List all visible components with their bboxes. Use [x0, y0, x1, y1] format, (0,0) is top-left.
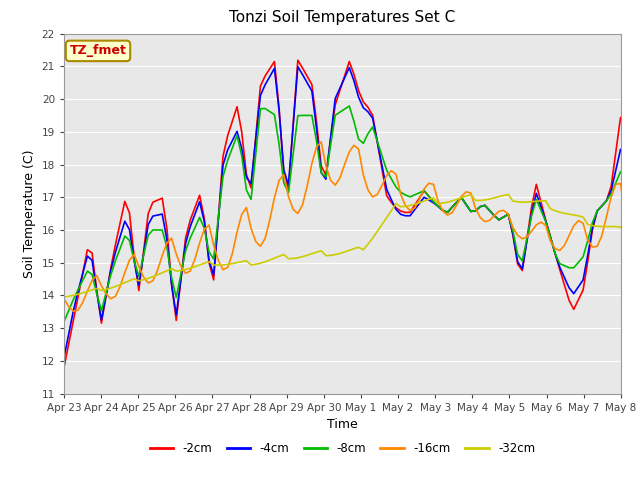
- -2cm: [630, 112, 638, 118]
- -4cm: [308, 88, 316, 94]
- -4cm: [294, 64, 301, 70]
- -4cm: [60, 355, 68, 360]
- -4cm: [374, 139, 381, 145]
- Text: TZ_fmet: TZ_fmet: [70, 44, 127, 58]
- -4cm: [280, 167, 287, 173]
- -32cm: [575, 213, 582, 219]
- -16cm: [60, 296, 68, 302]
- -32cm: [280, 252, 287, 257]
- -16cm: [579, 220, 587, 226]
- -16cm: [317, 139, 325, 145]
- -2cm: [308, 82, 316, 87]
- -16cm: [210, 242, 218, 248]
- -16cm: [308, 161, 316, 167]
- -16cm: [378, 182, 386, 188]
- -16cm: [285, 193, 292, 199]
- -8cm: [374, 139, 381, 144]
- -8cm: [303, 112, 311, 118]
- X-axis label: Time: Time: [327, 418, 358, 431]
- -2cm: [205, 260, 213, 265]
- -8cm: [280, 180, 287, 186]
- -2cm: [374, 139, 381, 145]
- -16cm: [636, 215, 640, 221]
- -32cm: [369, 235, 376, 241]
- -8cm: [346, 103, 353, 109]
- Line: -8cm: -8cm: [64, 106, 640, 322]
- -32cm: [303, 252, 311, 258]
- Line: -32cm: -32cm: [64, 194, 640, 297]
- Legend: -2cm, -4cm, -8cm, -16cm, -32cm: -2cm, -4cm, -8cm, -16cm, -32cm: [145, 437, 540, 460]
- -2cm: [575, 297, 582, 302]
- -8cm: [630, 168, 638, 174]
- -32cm: [60, 294, 68, 300]
- -32cm: [205, 259, 213, 264]
- Line: -2cm: -2cm: [64, 60, 640, 367]
- -8cm: [60, 319, 68, 324]
- -4cm: [575, 284, 582, 289]
- -8cm: [575, 260, 582, 265]
- Line: -16cm: -16cm: [64, 142, 640, 312]
- -2cm: [60, 364, 68, 370]
- -16cm: [70, 309, 77, 314]
- -2cm: [294, 57, 301, 63]
- -32cm: [504, 192, 512, 197]
- Line: -4cm: -4cm: [64, 67, 640, 358]
- -32cm: [630, 229, 638, 235]
- Title: Tonzi Soil Temperatures Set C: Tonzi Soil Temperatures Set C: [229, 11, 456, 25]
- Y-axis label: Soil Temperature (C): Soil Temperature (C): [23, 149, 36, 278]
- -2cm: [280, 170, 287, 176]
- -8cm: [205, 249, 213, 254]
- -4cm: [205, 257, 213, 263]
- -4cm: [630, 145, 638, 151]
